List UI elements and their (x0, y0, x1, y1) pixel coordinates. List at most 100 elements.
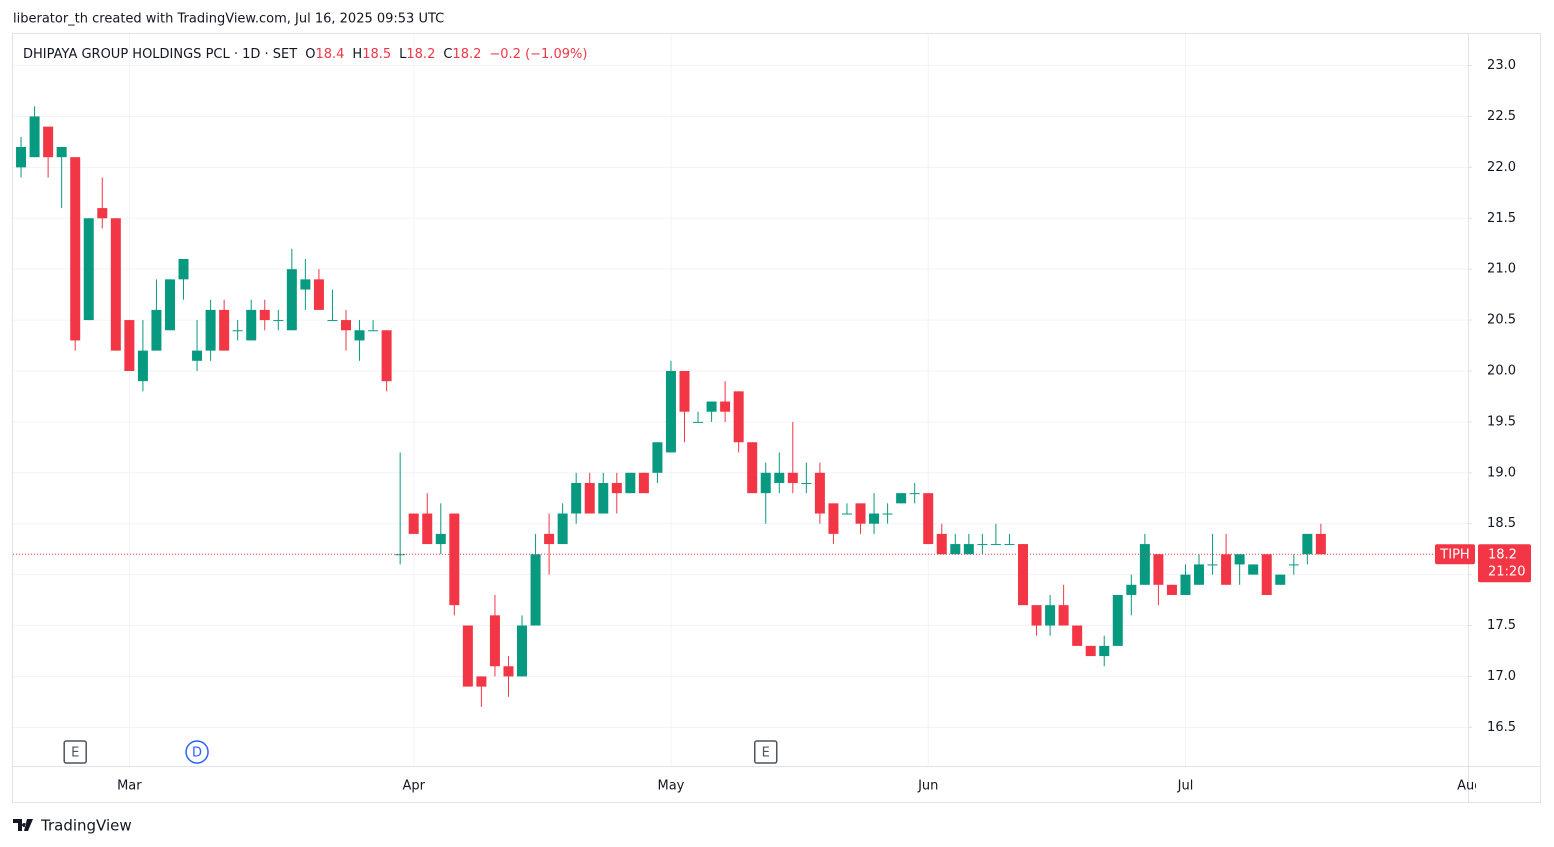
candle-body (882, 513, 893, 515)
candle-body (706, 401, 717, 412)
candle-body (1261, 554, 1272, 595)
candle-body (1288, 564, 1299, 566)
candle-body (760, 472, 771, 494)
candle-body (1166, 584, 1177, 595)
candle-body (869, 513, 880, 524)
candle-body (381, 330, 392, 382)
legend: DHIPAYA GROUP HOLDINGS PCL · 1D · SET O18… (23, 47, 587, 62)
candle-body (665, 370, 676, 453)
candle-body (814, 472, 825, 514)
event-earnings[interactable] (63, 740, 87, 764)
symbol-title: DHIPAYA GROUP HOLDINGS PCL · 1D · SET (23, 47, 297, 62)
candle-body (1085, 645, 1096, 657)
candle-body (70, 157, 81, 341)
candle-body (855, 503, 866, 524)
price-tag-label: 18.2 (1488, 548, 1517, 563)
candle-body (313, 279, 324, 310)
ohlc-value: 18.5 (362, 47, 391, 62)
candle-body (503, 666, 514, 677)
candles (16, 106, 1326, 707)
candle-body (1045, 605, 1056, 626)
candle-body (1153, 554, 1164, 585)
y-tick-label: 21.5 (1487, 211, 1516, 226)
candle-body (1072, 625, 1083, 646)
candle-body (923, 493, 934, 545)
change: −0.2 (−1.09%) (489, 47, 587, 62)
y-tick-label: 17.5 (1487, 618, 1516, 633)
ticker-tag (1435, 544, 1475, 565)
ohlc-value: 18.2 (406, 47, 435, 62)
candle-body (1234, 554, 1245, 565)
candle-body (571, 482, 582, 514)
x-tick-label: Mar (117, 779, 142, 794)
candle-body (1139, 544, 1150, 585)
candle-body (489, 615, 500, 667)
ohlc-label: C (443, 47, 452, 62)
candle-body (950, 544, 961, 555)
y-tick-label: 22.0 (1487, 160, 1516, 175)
candle-body (368, 330, 379, 332)
chart-frame (12, 33, 1541, 803)
candle-body (1004, 544, 1015, 546)
event-label: E (71, 746, 79, 761)
candle-body (720, 401, 731, 412)
candle-body (137, 350, 148, 382)
candle-body (693, 421, 704, 423)
candle-body (164, 279, 175, 331)
candle-body (733, 391, 744, 443)
candle-body (286, 269, 297, 331)
candle-body (747, 442, 758, 494)
candle-body (462, 625, 473, 687)
candle-body (598, 482, 609, 514)
candle-body (557, 513, 568, 545)
candle-body (652, 442, 663, 473)
y-tick-label: 19.5 (1487, 414, 1516, 429)
candle-body (246, 309, 257, 341)
y-tick-label: 21.0 (1487, 262, 1516, 277)
y-tick-label: 20.0 (1487, 363, 1516, 378)
candle-body (544, 533, 555, 545)
candle-body (43, 126, 54, 158)
brand-logo (13, 819, 33, 831)
candle-body (1180, 574, 1191, 595)
candle-body (1248, 564, 1259, 575)
candle-body (638, 472, 649, 494)
candle-body (625, 472, 636, 494)
candle-body (273, 320, 284, 322)
candle-body (422, 513, 433, 545)
candle-body (1221, 554, 1232, 585)
x-tick-label: Jul (1177, 779, 1194, 794)
event-earnings[interactable] (753, 740, 778, 764)
candle-body (449, 513, 460, 606)
event-label: E (762, 746, 770, 761)
axes: 16.517.017.518.018.519.019.520.020.521.0… (117, 58, 1516, 793)
candle-body (205, 309, 216, 351)
x-tick-label: Jun (917, 779, 938, 794)
candle-body (530, 554, 541, 626)
candle-body (232, 330, 243, 332)
y-tick-label: 20.5 (1487, 313, 1516, 328)
ohlc-label: L (399, 47, 407, 62)
candle-body (178, 258, 189, 280)
legend: DHIPAYA GROUP HOLDINGS PCL · 1D · SET O18… (23, 47, 587, 62)
candle-body (408, 513, 419, 534)
y-tick-label: 17.0 (1487, 669, 1516, 684)
candle-body (192, 350, 203, 361)
candle-body (83, 218, 94, 321)
candle-body (896, 493, 907, 504)
brand: TradingView (13, 817, 132, 835)
candle-body (936, 533, 947, 555)
candle-body (151, 309, 162, 351)
candle-body (124, 320, 135, 371)
candle-body (29, 116, 40, 158)
candle-body (1302, 533, 1313, 555)
candle-body (1126, 584, 1137, 595)
candle-body (354, 330, 365, 341)
candle-body (219, 309, 230, 351)
candle-body (963, 544, 974, 555)
y-tick-label: 18.5 (1487, 516, 1516, 531)
y-tick-label: 22.5 (1487, 109, 1516, 124)
candle-body (611, 482, 622, 494)
event-dividend[interactable] (185, 740, 209, 764)
